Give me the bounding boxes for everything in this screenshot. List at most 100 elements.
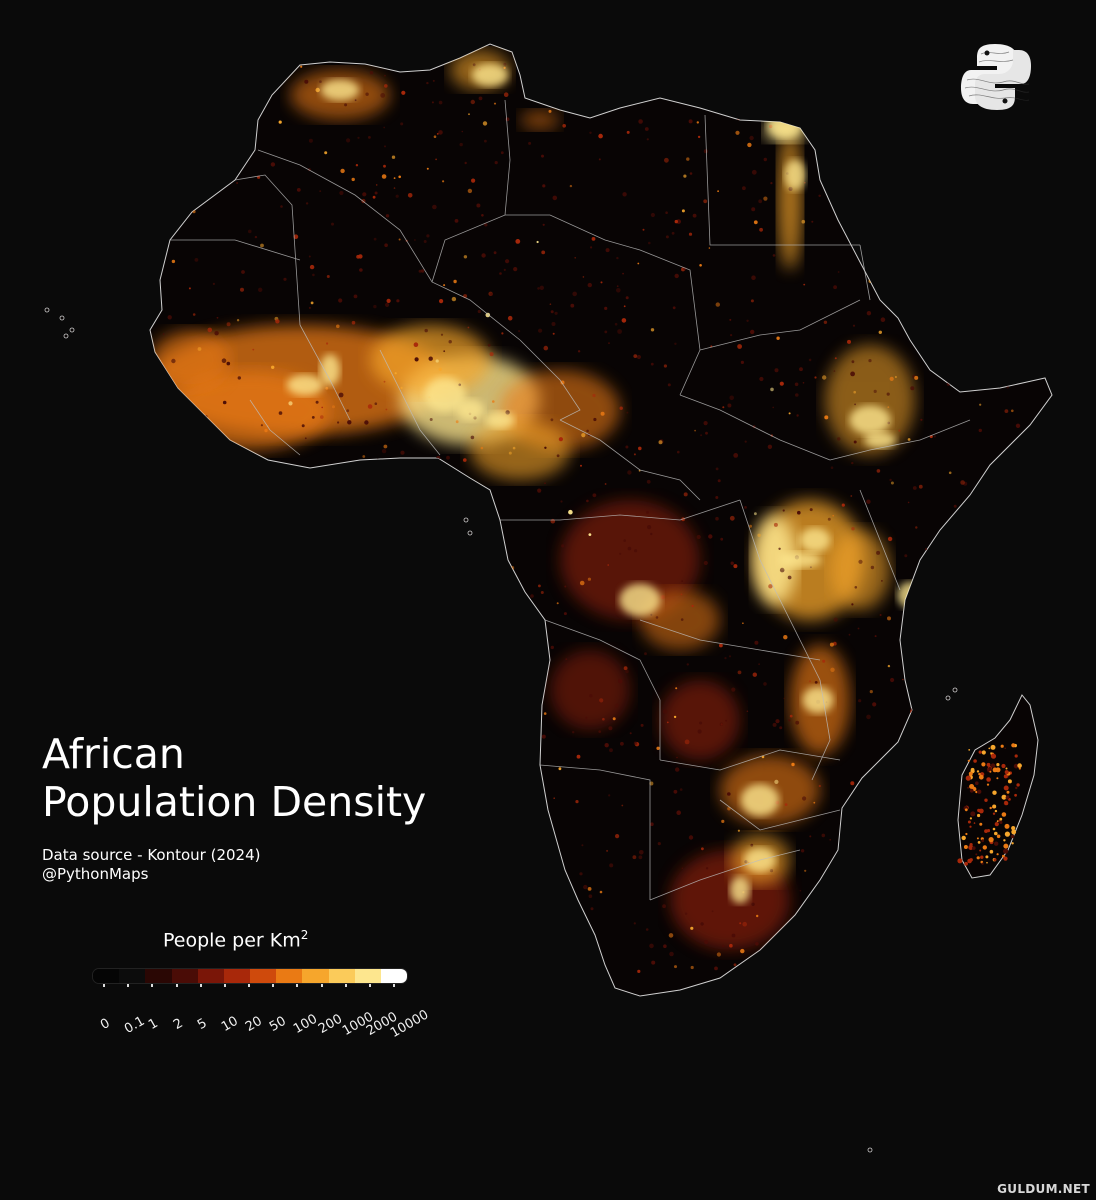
density-dot (971, 314, 974, 317)
density-dot (252, 348, 255, 351)
density-dot (381, 174, 387, 179)
density-dot (977, 813, 981, 818)
density-dot (1013, 763, 1019, 769)
density-dot (358, 472, 361, 475)
density-dot (714, 966, 718, 971)
density-dot (151, 498, 154, 501)
density-dot (1005, 795, 1010, 800)
density-dot (989, 770, 992, 773)
density-dot (349, 725, 351, 728)
density-dot (619, 68, 622, 72)
density-dot (884, 249, 888, 254)
density-dot (197, 347, 202, 351)
density-dot (609, 748, 613, 753)
density-dot (400, 450, 405, 455)
density-dot (211, 678, 215, 682)
density-dot (320, 954, 323, 957)
density-dot (461, 890, 465, 895)
density-dot (716, 62, 719, 65)
density-dot (871, 141, 876, 146)
density-dot (715, 302, 720, 307)
density-dot (262, 481, 266, 485)
density-dot (849, 107, 854, 112)
density-dot (986, 777, 991, 782)
density-dot (358, 516, 361, 519)
density-dot (1039, 476, 1042, 479)
density-dot (927, 884, 930, 887)
density-dot (300, 65, 303, 68)
density-dot (890, 481, 894, 485)
density-dot (477, 309, 481, 314)
density-dot (1011, 842, 1014, 845)
density-dot (649, 943, 654, 949)
density-dot (288, 401, 293, 406)
density-dot (877, 95, 882, 99)
density-dot (407, 830, 412, 836)
density-dot (1011, 409, 1014, 413)
density-dot (481, 534, 486, 539)
density-dot (1029, 554, 1032, 557)
density-dot (519, 604, 524, 609)
density-dot (505, 899, 508, 901)
density-dot (808, 61, 813, 66)
density-dot (1022, 692, 1027, 696)
island (63, 333, 69, 339)
density-dot (599, 890, 603, 894)
density-dot (178, 177, 181, 180)
country-border (859, 489, 901, 591)
density-dot (754, 512, 757, 516)
density-dot (994, 624, 999, 629)
legend-color-segment (93, 969, 120, 983)
density-dot (894, 376, 897, 378)
density-dot (1004, 800, 1008, 805)
island (44, 307, 50, 313)
density-dot (986, 762, 991, 767)
density-dot (1040, 900, 1043, 904)
density-dot (717, 190, 719, 193)
density-dot (541, 154, 544, 158)
density-dot (664, 157, 669, 163)
density-dot (253, 68, 258, 73)
density-dot (353, 294, 358, 299)
density-dot (166, 615, 170, 619)
density-dot (1018, 539, 1024, 544)
density-dot (783, 635, 788, 640)
density-dot (703, 149, 708, 154)
density-dot (994, 841, 999, 846)
density-dot (543, 939, 547, 944)
density-dot (698, 100, 702, 105)
density-dot (703, 560, 708, 566)
density-dot (1004, 409, 1009, 413)
density-dot (803, 904, 807, 907)
density-dot (625, 71, 629, 75)
density-dot (503, 62, 507, 66)
density-dot (258, 287, 263, 292)
density-dot (622, 995, 627, 996)
density-dot (439, 299, 444, 304)
density-dot (980, 663, 985, 668)
density-dot (319, 190, 322, 193)
density-dot (245, 675, 248, 678)
density-dot (452, 797, 456, 801)
density-dot (703, 199, 708, 204)
density-dot (277, 642, 281, 646)
density-dot (965, 775, 971, 781)
density-dot (520, 946, 525, 951)
density-dot (1001, 812, 1007, 817)
density-dot (167, 315, 172, 320)
density-dot (986, 783, 990, 786)
density-dot (429, 418, 433, 421)
country-border (431, 214, 641, 283)
density-dot (294, 571, 300, 577)
density-dot (354, 99, 357, 102)
legend-tick-mark (368, 984, 371, 987)
density-dot (179, 962, 184, 968)
density-dot (338, 827, 344, 833)
density-dot (319, 80, 322, 83)
density-dot (626, 411, 629, 414)
density-dot (393, 177, 396, 180)
density-dot (596, 980, 601, 986)
density-dot (833, 370, 836, 372)
density-dot (895, 891, 900, 896)
density-dot (727, 792, 731, 796)
